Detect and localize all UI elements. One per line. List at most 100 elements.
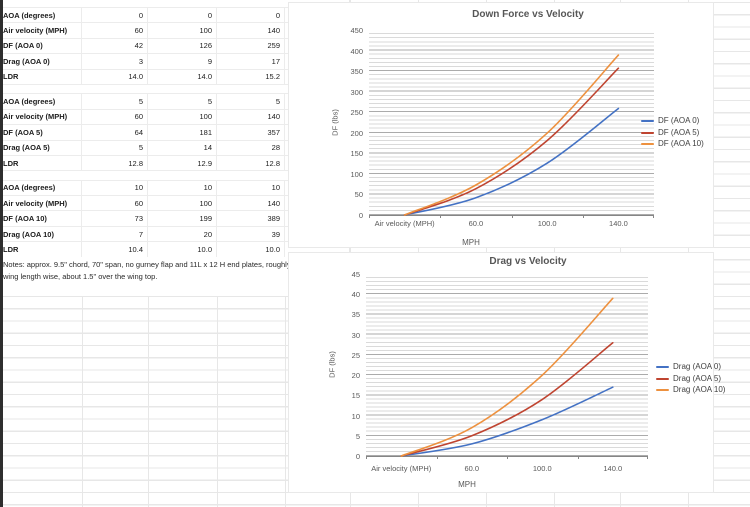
drag-chart[interactable]: Drag vs Velocity 0 5 10 15 20 25 30 35 40 45 Air v… bbox=[288, 252, 725, 493]
x-tick-label: Air velocity (MPH) bbox=[371, 464, 432, 473]
value-cell[interactable]: 7 bbox=[82, 226, 148, 242]
legend-entry[interactable]: Drag (AOA 0) bbox=[656, 363, 725, 371]
table-row: DF (AOA 10) 73 199 389 bbox=[0, 211, 349, 227]
value-cell[interactable]: 5 bbox=[82, 140, 148, 155]
value-cell[interactable]: 10 bbox=[82, 180, 148, 196]
value-cell[interactable]: 73 bbox=[82, 211, 148, 226]
series-line[interactable] bbox=[403, 67, 620, 216]
table-row: Air velocity (MPH) 60 100 140 bbox=[0, 109, 349, 126]
legend-entry[interactable]: Drag (AOA 10) bbox=[656, 386, 725, 394]
value-cell[interactable]: 100 bbox=[148, 196, 217, 211]
value-cell[interactable]: 0 bbox=[82, 8, 148, 23]
x-tick-label: 140.0 bbox=[603, 464, 623, 473]
legend-entry[interactable]: DF (AOA 0) bbox=[641, 117, 704, 125]
y-tick-label: 0 bbox=[358, 211, 363, 220]
value-cell[interactable]: 389 bbox=[217, 211, 285, 226]
series-lines bbox=[403, 54, 620, 216]
value-cell[interactable]: 0 bbox=[148, 8, 217, 23]
value-cell[interactable]: 14 bbox=[148, 140, 217, 155]
series-line[interactable] bbox=[400, 342, 614, 457]
row-label-cell[interactable]: DF (AOA 10) bbox=[0, 211, 82, 226]
value-cell[interactable]: 181 bbox=[148, 125, 217, 140]
value-cell[interactable]: 10.4 bbox=[82, 242, 148, 257]
row-label-cell[interactable]: DF (AOA 5) bbox=[0, 125, 82, 140]
value-cell[interactable]: 5 bbox=[82, 94, 148, 109]
y-axis-title: DF (lbs) bbox=[330, 108, 340, 136]
y-tick-label: 40 bbox=[351, 290, 360, 300]
row-label-cell[interactable]: LDR bbox=[0, 155, 82, 171]
value-cell[interactable]: 10.0 bbox=[217, 242, 285, 257]
table-row: Drag (AOA 0) 3 9 17 bbox=[0, 54, 349, 70]
value-cell[interactable]: 140 bbox=[217, 23, 285, 38]
row-label-cell[interactable]: AOA (degrees) bbox=[0, 94, 82, 109]
row-label-cell[interactable]: DF (AOA 0) bbox=[0, 38, 82, 54]
row-label-cell[interactable]: Drag (AOA 10) bbox=[0, 226, 82, 242]
series-line[interactable] bbox=[403, 54, 620, 216]
y-tick-label: 5 bbox=[355, 431, 360, 441]
value-cell[interactable]: 60 bbox=[82, 109, 148, 125]
legend-entry[interactable]: DF (AOA 5) bbox=[641, 128, 704, 137]
value-cell[interactable]: 126 bbox=[148, 38, 217, 54]
spacer-row bbox=[0, 171, 349, 181]
row-label-cell[interactable]: Air velocity (MPH) bbox=[0, 109, 82, 125]
value-cell[interactable]: 140 bbox=[217, 109, 285, 125]
value-cell[interactable]: 12.8 bbox=[217, 155, 285, 171]
axis-tick bbox=[653, 215, 654, 218]
y-tick-label: 25 bbox=[351, 350, 360, 360]
downforce-chart[interactable]: Down Force vs Velocity 0 50 100 150 200 250 30… bbox=[288, 2, 714, 248]
x-tick-label: 60.0 bbox=[464, 464, 480, 473]
value-cell[interactable]: 60 bbox=[82, 196, 148, 211]
value-cell[interactable]: 60 bbox=[82, 23, 148, 38]
series-line[interactable] bbox=[400, 386, 614, 457]
axis-tick bbox=[366, 456, 367, 459]
value-cell[interactable]: 100 bbox=[148, 109, 217, 125]
row-label-cell[interactable]: AOA (degrees) bbox=[0, 8, 82, 23]
value-cell[interactable]: 12.8 bbox=[82, 155, 148, 171]
window-left-edge bbox=[0, 0, 3, 507]
value-cell[interactable]: 5 bbox=[217, 94, 285, 109]
value-cell[interactable]: 199 bbox=[148, 211, 217, 226]
value-cell[interactable]: 0 bbox=[217, 8, 285, 23]
legend: DF (AOA 0) DF (AOA 5) DF (AOA 10) bbox=[641, 117, 704, 152]
y-tick-label: 45 bbox=[351, 270, 360, 279]
value-cell[interactable]: 259 bbox=[217, 38, 285, 54]
y-tick-label: 10 bbox=[351, 411, 360, 421]
value-cell[interactable]: 64 bbox=[82, 125, 148, 140]
value-cell[interactable]: 42 bbox=[82, 38, 148, 54]
series-line[interactable] bbox=[400, 297, 614, 457]
y-tick-label: 35 bbox=[351, 310, 360, 320]
row-label-cell[interactable]: Drag (AOA 0) bbox=[0, 54, 82, 69]
row-label-cell[interactable]: Air velocity (MPH) bbox=[0, 23, 82, 38]
plot-area bbox=[366, 274, 648, 459]
value-cell[interactable]: 5 bbox=[148, 94, 217, 109]
value-cell[interactable]: 357 bbox=[217, 125, 285, 140]
axis-tick bbox=[440, 215, 442, 218]
value-cell[interactable]: 39 bbox=[217, 226, 285, 242]
row-label-cell[interactable]: Air velocity (MPH) bbox=[0, 196, 82, 211]
y-tick-label: 200 bbox=[350, 128, 363, 138]
row-label-cell[interactable]: LDR bbox=[0, 242, 82, 257]
value-cell[interactable]: 12.9 bbox=[148, 155, 217, 171]
x-tick-label: 100.0 bbox=[532, 464, 552, 473]
value-cell[interactable]: 17 bbox=[217, 54, 285, 69]
x-tick-label: 100.0 bbox=[537, 219, 557, 228]
series-line[interactable] bbox=[403, 107, 620, 216]
value-cell[interactable]: 100 bbox=[148, 23, 217, 38]
row-label-cell[interactable]: Drag (AOA 5) bbox=[0, 140, 82, 155]
value-cell[interactable]: 20 bbox=[148, 226, 217, 242]
legend-entry[interactable]: Drag (AOA 5) bbox=[656, 373, 725, 383]
value-cell[interactable]: 10.0 bbox=[148, 242, 217, 257]
legend-entry[interactable]: DF (AOA 10) bbox=[641, 140, 704, 148]
value-cell[interactable]: 10 bbox=[148, 180, 217, 196]
row-label-cell[interactable]: AOA (degrees) bbox=[0, 180, 82, 196]
value-cell[interactable]: 9 bbox=[148, 54, 217, 69]
legend-label: Drag (AOA 5) bbox=[673, 373, 722, 383]
value-cell[interactable]: 3 bbox=[82, 54, 148, 69]
value-cell[interactable]: 14.0 bbox=[82, 69, 148, 84]
value-cell[interactable]: 14.0 bbox=[148, 69, 217, 84]
value-cell[interactable]: 10 bbox=[217, 180, 285, 196]
value-cell[interactable]: 28 bbox=[217, 140, 285, 155]
row-label-cell[interactable]: LDR bbox=[0, 69, 82, 84]
value-cell[interactable]: 15.2 bbox=[217, 69, 285, 84]
value-cell[interactable]: 140 bbox=[217, 196, 285, 211]
